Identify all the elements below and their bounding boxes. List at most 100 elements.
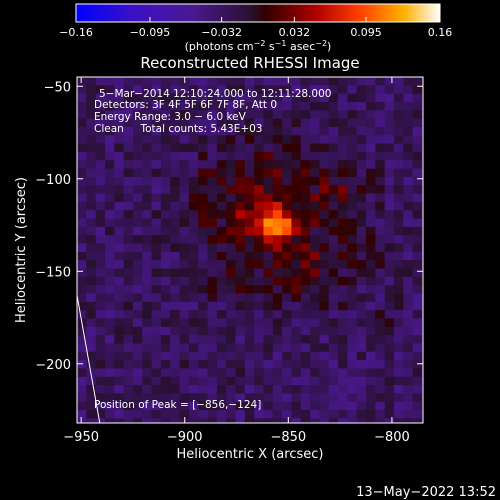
heatmap-cell <box>207 101 218 111</box>
heatmap-cell <box>403 276 414 286</box>
heatmap-cell <box>160 410 171 419</box>
heatmap-cell <box>356 210 367 220</box>
heatmap-cell <box>384 210 395 220</box>
heatmap-cell <box>123 326 134 336</box>
heatmap-cell <box>86 110 97 120</box>
heatmap-cell <box>403 251 414 261</box>
heatmap-cell <box>142 418 153 423</box>
heatmap-cell <box>338 410 348 419</box>
heatmap-cell <box>328 385 339 394</box>
heatmap-cell <box>310 410 320 419</box>
heatmap-cell <box>328 85 339 95</box>
heatmap-cell <box>263 218 274 228</box>
heatmap-cell <box>226 93 237 103</box>
heatmap-cell <box>393 176 404 186</box>
heatmap-cell <box>328 376 339 386</box>
heatmap-cell <box>198 201 209 211</box>
heatmap-cell <box>142 276 153 286</box>
heatmap-cell <box>254 77 265 86</box>
heatmap-cell <box>160 318 171 328</box>
heatmap-cell <box>114 268 125 278</box>
heatmap-cell <box>291 343 302 353</box>
heatmap-cell <box>412 126 423 136</box>
heatmap-cell <box>179 201 190 211</box>
heatmap-cell <box>142 385 153 394</box>
heatmap-cell <box>272 276 283 286</box>
heatmap-cell <box>244 160 255 170</box>
heatmap-cell <box>86 401 97 411</box>
heatmap-cell <box>216 168 227 178</box>
heatmap-cell <box>282 235 293 245</box>
heatmap-cell <box>393 210 404 220</box>
heatmap-cell <box>179 285 190 295</box>
heatmap-cell <box>235 201 246 211</box>
heatmap-cell <box>95 285 106 295</box>
heatmap-cell <box>114 193 125 203</box>
heatmap-cell <box>328 110 339 120</box>
heatmap-cell <box>366 368 376 378</box>
heatmap-cell <box>132 410 143 419</box>
heatmap-cell <box>244 385 255 394</box>
heatmap-cell <box>235 335 246 345</box>
heatmap-cell <box>384 85 395 95</box>
heatmap-cell <box>160 243 171 253</box>
heatmap-cell <box>421 143 423 153</box>
heatmap-cell <box>226 385 237 394</box>
heatmap-cell <box>356 85 367 95</box>
heatmap-cell <box>142 410 153 419</box>
heatmap-cell <box>263 410 274 419</box>
heatmap-cell <box>216 93 227 103</box>
heatmap-cell <box>319 143 330 153</box>
heatmap-cell <box>254 276 265 286</box>
heatmap-cell <box>244 293 255 303</box>
heatmap-cell <box>123 126 134 136</box>
heatmap-cell <box>272 168 283 178</box>
heatmap-cell <box>179 110 190 120</box>
annotation-energy-range: Energy Range: 3.0 − 6.0 keV <box>94 111 247 123</box>
heatmap-cell <box>319 360 330 370</box>
heatmap-cell <box>132 218 143 228</box>
heatmap-cell <box>188 376 199 386</box>
heatmap-cell <box>216 335 227 345</box>
heatmap-cell <box>123 335 134 345</box>
heatmap-cell <box>142 118 153 128</box>
heatmap-cell <box>244 193 255 203</box>
heatmap-cell <box>421 401 423 411</box>
heatmap-cell <box>207 201 218 211</box>
heatmap-cell <box>216 151 227 161</box>
heatmap-cell <box>412 77 423 86</box>
heatmap-cell <box>263 343 274 353</box>
heatmap-cell <box>403 118 414 128</box>
heatmap-cell <box>403 393 414 403</box>
heatmap-cell <box>384 268 395 278</box>
heatmap-cell <box>347 418 358 423</box>
heatmap-cell <box>338 77 348 86</box>
heatmap-cell <box>132 293 143 303</box>
heatmap-cell <box>347 351 358 361</box>
heatmap-cell <box>291 401 302 411</box>
heatmap-cell <box>403 318 414 328</box>
heatmap-cell <box>366 293 376 303</box>
heatmap-cell <box>338 268 348 278</box>
heatmap-cell <box>198 93 209 103</box>
heatmap-cell <box>188 185 199 195</box>
heatmap-cell <box>393 143 404 153</box>
heatmap-cell <box>356 176 367 186</box>
heatmap-cell <box>216 293 227 303</box>
heatmap-cell <box>104 285 115 295</box>
heatmap-cell <box>393 310 404 320</box>
heatmap-cell <box>328 218 339 228</box>
heatmap-cell <box>226 343 237 353</box>
heatmap-cell <box>356 310 367 320</box>
heatmap-cell <box>151 210 162 220</box>
heatmap-cell <box>188 243 199 253</box>
heatmap-cell <box>235 210 246 220</box>
heatmap-cell <box>412 301 423 311</box>
heatmap-cell <box>207 351 218 361</box>
heatmap-cell <box>86 360 97 370</box>
heatmap-cell <box>77 168 87 178</box>
heatmap-cell <box>412 368 423 378</box>
heatmap-cell <box>77 185 87 195</box>
heatmap-cell <box>114 143 125 153</box>
heatmap-cell <box>328 326 339 336</box>
